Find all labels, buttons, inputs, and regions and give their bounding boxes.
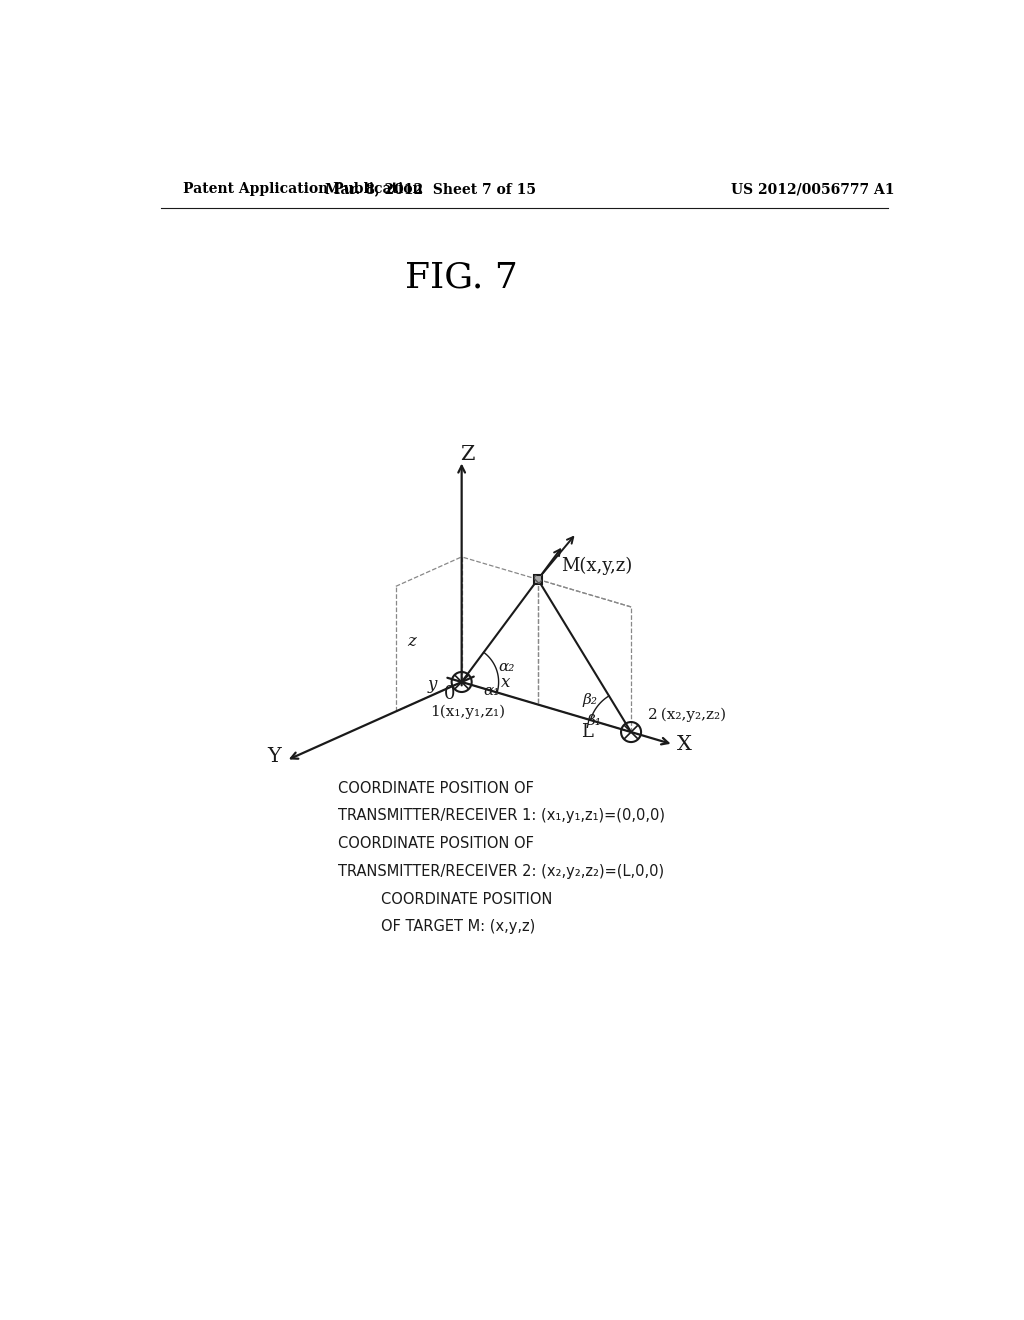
Text: 2 (x₂,y₂,z₂): 2 (x₂,y₂,z₂) xyxy=(648,708,726,722)
Text: US 2012/0056777 A1: US 2012/0056777 A1 xyxy=(731,182,895,197)
Text: x: x xyxy=(501,675,511,690)
Text: OF TARGET M: (x,y,z): OF TARGET M: (x,y,z) xyxy=(381,919,536,935)
Text: 0: 0 xyxy=(443,685,455,704)
Text: M(x,y,z): M(x,y,z) xyxy=(561,557,632,574)
Text: Mar. 8, 2012  Sheet 7 of 15: Mar. 8, 2012 Sheet 7 of 15 xyxy=(326,182,537,197)
Text: L: L xyxy=(582,723,594,741)
Text: Y: Y xyxy=(267,747,282,766)
Text: y: y xyxy=(428,676,437,693)
Text: COORDINATE POSITION OF: COORDINATE POSITION OF xyxy=(339,836,535,851)
Text: Patent Application Publication: Patent Application Publication xyxy=(183,182,423,197)
Text: 1(x₁,y₁,z₁): 1(x₁,y₁,z₁) xyxy=(430,705,506,719)
Text: Z: Z xyxy=(461,445,475,463)
Text: TRANSMITTER/RECEIVER 2: (x₂,y₂,z₂)=(L,0,0): TRANSMITTER/RECEIVER 2: (x₂,y₂,z₂)=(L,0,… xyxy=(339,863,665,879)
Text: β₁: β₁ xyxy=(587,714,602,729)
Bar xyxy=(534,576,542,583)
Text: COORDINATE POSITION: COORDINATE POSITION xyxy=(381,891,552,907)
Text: α₁: α₁ xyxy=(483,684,500,698)
Text: X: X xyxy=(677,735,691,754)
Text: α₂: α₂ xyxy=(499,660,515,675)
Text: COORDINATE POSITION OF: COORDINATE POSITION OF xyxy=(339,780,535,796)
Bar xyxy=(534,576,542,583)
Text: FIG. 7: FIG. 7 xyxy=(406,261,518,294)
Text: TRANSMITTER/RECEIVER 1: (x₁,y₁,z₁)=(0,0,0): TRANSMITTER/RECEIVER 1: (x₁,y₁,z₁)=(0,0,… xyxy=(339,808,666,824)
Text: β₂: β₂ xyxy=(582,693,597,708)
Text: z: z xyxy=(408,634,416,651)
